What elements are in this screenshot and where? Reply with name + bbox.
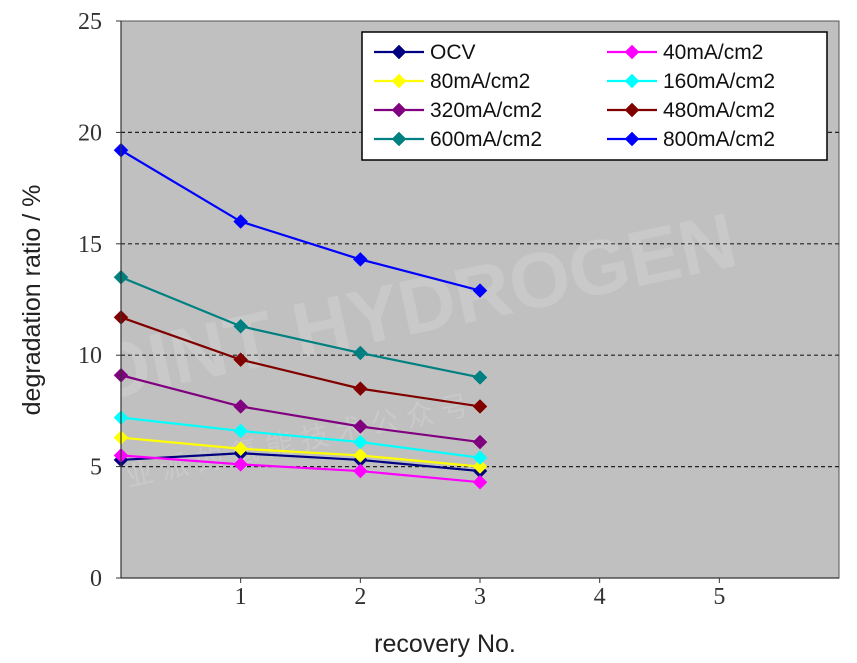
x-tick-label: 2 [354, 584, 366, 610]
legend-item: 40mA/cm2 [607, 41, 763, 64]
legend-label: 320mA/cm2 [430, 99, 542, 122]
data-point [472, 474, 488, 490]
y-tick-label: 10 [78, 343, 102, 369]
data-point [352, 463, 368, 479]
x-axis-title: recovery No. [374, 630, 516, 658]
data-point [233, 214, 249, 229]
legend-label: 600mA/cm2 [430, 128, 542, 151]
legend-box [361, 31, 828, 161]
legend-label: 80mA/cm2 [430, 70, 530, 93]
data-point [352, 345, 368, 361]
data-point [472, 450, 488, 466]
legend-label: 40mA/cm2 [663, 41, 763, 64]
data-point [472, 399, 488, 414]
series-line [120, 276, 481, 379]
data-point [352, 434, 368, 450]
legend-marker [624, 102, 640, 118]
data-point [233, 457, 249, 472]
legend-marker [391, 102, 407, 118]
series-line [120, 452, 481, 473]
legend-item: 160mA/cm2 [607, 70, 775, 93]
series-line [120, 149, 481, 292]
x-tick-label: 4 [594, 584, 606, 610]
y-tick-label: 25 [78, 9, 102, 35]
x-tick-label: 3 [474, 584, 486, 610]
axes: 0 5 10 15 20 25 1 2 3 4 5 recovery No. degradation r… [18, 9, 839, 658]
y-tick-label: 5 [90, 455, 102, 481]
x-tick-label: 1 [235, 584, 247, 610]
data-point [352, 381, 368, 396]
series-320ma-cm2 [113, 367, 488, 450]
legend-marker [624, 73, 640, 89]
series-line [120, 436, 481, 468]
series-600ma-cm2 [113, 269, 488, 385]
data-point [352, 252, 368, 267]
legend-marker [624, 131, 640, 147]
data-point [472, 370, 488, 385]
legend-label: 800mA/cm2 [663, 128, 775, 151]
data-point [233, 318, 249, 334]
legend-item: 320mA/cm2 [374, 99, 542, 122]
y-tick-label: 0 [90, 566, 102, 592]
data-point [352, 419, 368, 434]
data-point [233, 352, 249, 368]
series-line [120, 416, 481, 459]
series-800ma-cm2 [113, 142, 488, 298]
data-point [233, 441, 249, 457]
legend-label: 480mA/cm2 [663, 99, 775, 122]
legend-marker [391, 44, 407, 60]
y-tick-label: 20 [78, 120, 102, 146]
legend-label: OCV [430, 41, 476, 64]
legend-item: 80mA/cm2 [374, 70, 530, 93]
series-line [120, 316, 481, 408]
legend-marker [624, 44, 640, 60]
series-480ma-cm2 [113, 309, 488, 414]
legend-marker [391, 73, 407, 89]
data-point [472, 283, 488, 298]
data-point [472, 434, 488, 450]
legend-item: OCV [374, 41, 476, 64]
legend-marker [391, 131, 407, 147]
legend-item: 480mA/cm2 [607, 99, 775, 122]
data-point [352, 448, 368, 463]
series-line [120, 454, 481, 484]
series-40ma-cm2 [113, 448, 488, 490]
data-point [233, 399, 249, 414]
legend: OCV 40mA/cm2 80mA/cm2 160mA/cm2 320mA/cm2 480… [361, 31, 828, 161]
legend-item: 800mA/cm2 [607, 128, 775, 151]
legend-item: 600mA/cm2 [374, 128, 542, 151]
series-line [120, 374, 481, 444]
x-tick-label: 5 [713, 584, 725, 610]
y-tick-label: 15 [78, 232, 102, 258]
y-axis-title: degradation ratio / % [18, 185, 46, 416]
legend-label: 160mA/cm2 [663, 70, 775, 93]
data-point [472, 459, 488, 474]
data-point [233, 423, 249, 439]
